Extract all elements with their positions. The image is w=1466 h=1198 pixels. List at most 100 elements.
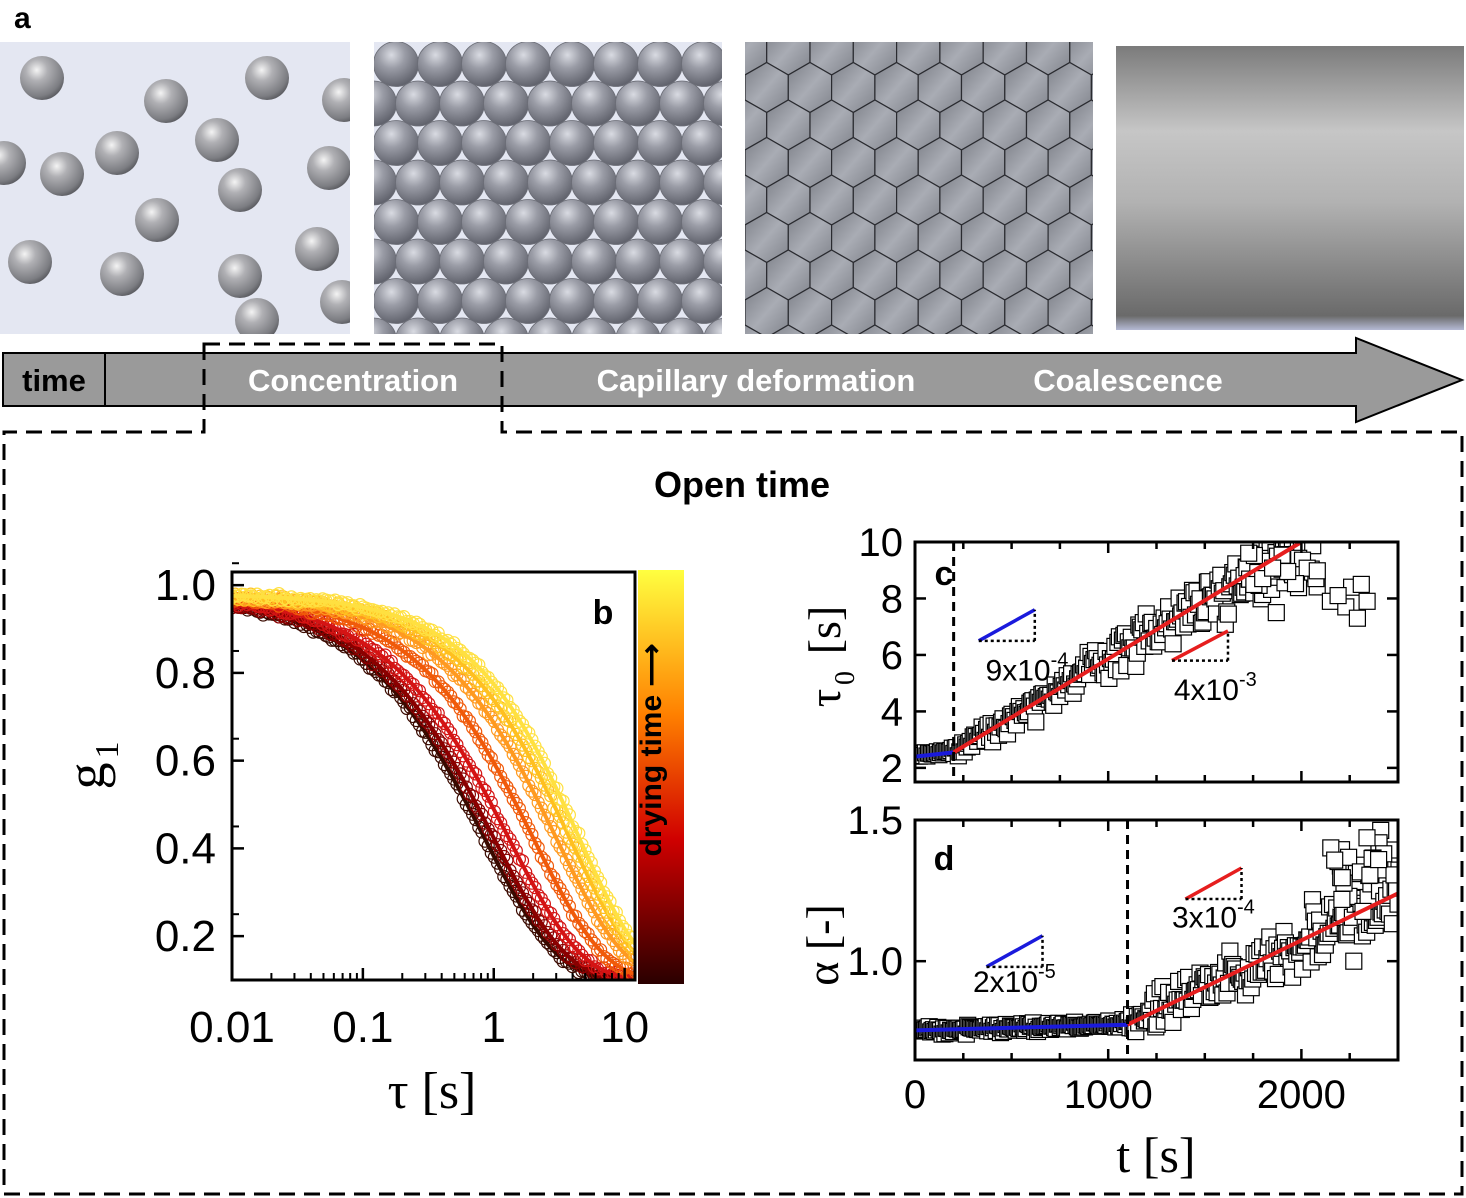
chart-b-point	[490, 680, 505, 695]
dispersed-particle	[295, 227, 339, 271]
chart-b-point	[466, 687, 480, 701]
chart-b-point	[462, 714, 476, 728]
packed-particle	[703, 238, 722, 285]
chart-b-point	[456, 772, 470, 786]
packed-particle	[681, 199, 722, 245]
chart-b-point	[494, 862, 508, 876]
chart-b-point	[500, 735, 514, 749]
packed-particle	[659, 159, 705, 206]
packed-particle	[417, 199, 463, 245]
chart-d-slope-annotation: 3x10-4	[1172, 866, 1255, 934]
chart-b-ytick-label: 0.2	[155, 912, 216, 961]
stage-coalescence: Coalescence	[1033, 363, 1223, 398]
packed-particle	[593, 42, 639, 87]
chart-b-point	[556, 844, 570, 858]
chart-b-point	[519, 815, 533, 830]
chart-b-point	[500, 693, 514, 707]
chart-b-point	[603, 954, 617, 969]
chart-d-point	[1358, 829, 1376, 847]
chart-b-point	[500, 873, 514, 887]
deformed-particle	[988, 324, 1022, 334]
chart-b-point	[519, 892, 533, 907]
deformed-particle	[944, 324, 979, 334]
chart-b-point	[568, 909, 583, 923]
chart-b-ytick-label: 0.4	[155, 824, 216, 873]
packed-particle	[417, 278, 463, 324]
chart-b-point	[484, 827, 498, 842]
chart-d-ylabel: α [-]	[797, 904, 848, 986]
chart-b-point	[422, 717, 436, 731]
deformed-particle	[962, 0, 1005, 38]
chart-c-ytick-label: 8	[881, 577, 903, 621]
packed-particle	[395, 159, 441, 206]
chart-d-point	[1361, 866, 1379, 884]
packed-particle	[571, 159, 617, 206]
dispersed-particle	[307, 146, 350, 190]
dispersed-particle	[8, 240, 52, 284]
chart-b-point	[519, 865, 533, 879]
dispersion-image	[0, 42, 350, 334]
chart-b-point	[553, 920, 567, 935]
chart-b-point	[537, 808, 552, 822]
deformed-particle	[1005, 0, 1048, 38]
deformed-particle	[745, 42, 768, 76]
chart-c-point	[1219, 605, 1237, 623]
chart-d-point	[1383, 915, 1398, 933]
chart-b-point	[562, 932, 577, 947]
chart-d-point	[1385, 866, 1398, 884]
slope-exponent: -4	[1237, 896, 1255, 918]
chart-b-point	[512, 714, 527, 728]
deformed-particle	[771, 324, 806, 334]
packed-particle	[681, 278, 722, 324]
chart-b-point	[466, 721, 480, 735]
chart-b-point	[472, 732, 486, 746]
chart-b-xtick-label: 0.1	[332, 1003, 393, 1052]
packed-particle	[527, 80, 573, 127]
chart-b-point	[466, 789, 480, 803]
chart-c-outlier	[1267, 603, 1285, 622]
chart-b-point	[444, 726, 458, 740]
chart-b-point	[478, 742, 492, 756]
chart-b-frame	[230, 570, 637, 982]
panel-a-label: a	[14, 2, 31, 35]
deformed-particle	[1031, 324, 1065, 334]
chart-b-point	[441, 633, 455, 648]
deformed-particle	[918, 0, 961, 38]
chart-c-ytick-label: 10	[859, 521, 904, 565]
packed-particle	[396, 317, 440, 334]
chart-b-point	[441, 685, 455, 699]
coalesced-film-image	[1116, 46, 1464, 330]
chart-b-point	[469, 725, 483, 739]
deformed-particle	[832, 0, 875, 38]
chart-b-point	[525, 754, 539, 768]
chart-b-point	[475, 807, 489, 822]
deformed-particle	[814, 324, 849, 334]
chart-b-point	[628, 948, 635, 962]
chart-b-point	[484, 710, 498, 724]
chart-b-point	[547, 871, 561, 885]
packed-spheres-image	[374, 42, 722, 334]
dispersed-particle	[135, 198, 179, 242]
chart-b-point	[525, 733, 539, 747]
packed-particle	[704, 317, 722, 334]
time-arrow: time Concentration Capillary deformation…	[2, 336, 1465, 424]
chart-b-point	[459, 754, 473, 768]
chart-d-point	[1333, 890, 1351, 909]
dispersed-particle	[40, 152, 84, 196]
chart-b-point	[447, 733, 461, 748]
slope-line	[985, 934, 1044, 969]
packed-particle	[615, 159, 661, 206]
deformed-particle	[858, 324, 892, 334]
chart-b-point	[562, 858, 577, 873]
dispersed-particle	[322, 78, 350, 122]
packed-particle	[483, 80, 529, 127]
chart-d-xtick-label: 2000	[1257, 1073, 1346, 1117]
chart-b-point	[490, 762, 505, 776]
chart-b-point	[593, 943, 608, 957]
chart-b-point	[540, 859, 555, 873]
slope-exponent: -4	[1051, 649, 1069, 671]
chart-b-point	[593, 894, 608, 908]
chart-d-point	[1389, 895, 1398, 913]
packed-particle	[374, 238, 397, 285]
chart-d-point	[1369, 850, 1388, 869]
